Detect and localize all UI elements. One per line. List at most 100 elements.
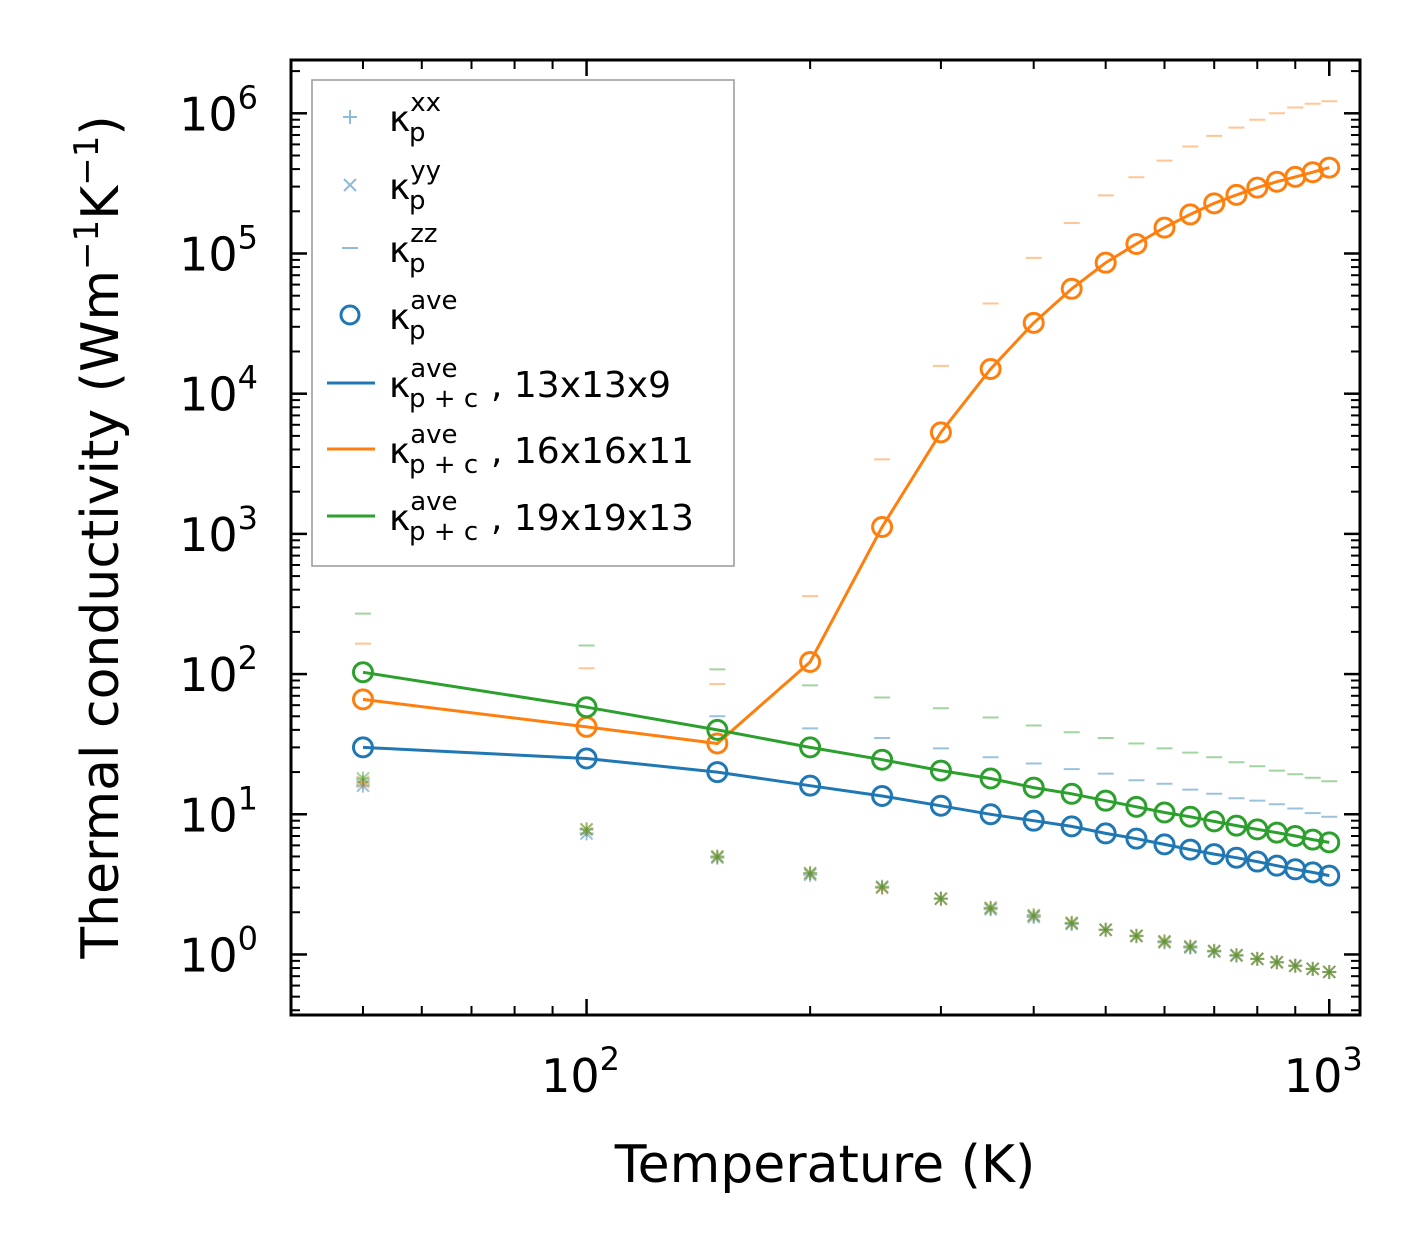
kappa-ave-point <box>979 358 1002 381</box>
kappa-yy-point <box>1250 952 1264 966</box>
kappa-yy-point <box>1157 934 1172 949</box>
y-tick-label: 100 <box>179 919 258 982</box>
kappa-ave-point <box>1225 846 1248 869</box>
y-axis-label-sup2: −1 <box>67 136 107 186</box>
kappa-xx-point <box>1229 948 1244 963</box>
kappa-yy-point <box>1270 955 1284 969</box>
legend-box <box>311 79 735 567</box>
kappa-ave-point <box>1179 203 1202 226</box>
kappa-xx-point <box>579 822 594 837</box>
kappa-ave-point <box>1060 277 1083 300</box>
kappa-xx-point <box>579 826 594 841</box>
kappa-ave-point <box>1301 861 1324 884</box>
kappa-xx-point <box>875 880 890 895</box>
legend-suffix: , 19x19x13 <box>491 498 694 539</box>
kappa-xx-point <box>710 850 725 865</box>
kappa-xx-point <box>1322 964 1337 979</box>
kappa-ave-point <box>1179 805 1202 828</box>
kappa-xx-point <box>983 900 998 915</box>
kappa-xx-point <box>1229 948 1244 963</box>
x-tick-label: 102 <box>541 1040 620 1103</box>
legend-label: κxx <box>389 88 441 140</box>
kappa-yy-point <box>1306 962 1320 976</box>
kappa-xx-point <box>1269 955 1284 970</box>
kappa-yy-point <box>803 868 817 882</box>
kappa-xx-point <box>1098 922 1113 937</box>
legend-symbol: κ <box>389 431 410 472</box>
kappa-xx-point <box>1026 910 1041 925</box>
kappa-yy-point <box>1183 939 1198 954</box>
kappa-ave-point <box>1225 183 1248 206</box>
legend-symbol: κ <box>389 99 410 140</box>
kappa-xx-point <box>1322 964 1337 979</box>
kappa-xx-point <box>1129 928 1144 943</box>
kappa-xx-point <box>1183 939 1198 954</box>
legend-label: κyy <box>389 156 441 208</box>
legend-symbol: κ <box>389 230 410 271</box>
x-tick-label-exp: 2 <box>600 1040 620 1078</box>
kappa-yy-point <box>1129 929 1144 943</box>
kappa-xx-point <box>1305 961 1320 976</box>
kappa-xx-point <box>1305 961 1320 976</box>
kappa-ave-point <box>1022 776 1045 799</box>
kappa-yy-point <box>1098 923 1113 937</box>
legend-symbol: κ <box>389 365 410 406</box>
legend-subscript: p <box>409 186 426 216</box>
y-tick-label: 102 <box>179 639 258 702</box>
kappa-yy-point <box>875 879 889 894</box>
kappa-xx-point <box>1064 915 1079 930</box>
legend-superscript: yy <box>410 156 441 186</box>
kappa-yy-point <box>356 778 370 793</box>
kappa-ave-point <box>351 688 374 711</box>
y-tick-label-base: 10 <box>179 648 238 702</box>
kappa-yy-point <box>983 902 998 916</box>
kappa-yy-point <box>710 849 725 864</box>
legend-symbol: κ <box>389 167 410 208</box>
legend-superscript: ave <box>410 354 457 384</box>
legend-suffix: , 16x16x11 <box>491 431 694 472</box>
kappa-yy-point <box>934 891 948 906</box>
legend-symbol: κ <box>389 498 410 539</box>
kappa-xx-point <box>1288 958 1303 973</box>
kappa-yy-point <box>875 880 889 895</box>
kappa-yy-point <box>1288 959 1302 973</box>
kappa-xx-point <box>933 891 948 906</box>
kappa-ave-point <box>1125 827 1148 850</box>
y-tick-label: 105 <box>179 218 258 281</box>
kappa-ave-point <box>1225 814 1248 837</box>
kappa-xx-point <box>983 900 998 915</box>
kappa-xx-point <box>1250 951 1265 966</box>
legend-label: κzz <box>389 219 438 271</box>
kappa-ave-point <box>799 774 822 797</box>
y-tick-label-base: 10 <box>179 227 238 281</box>
y-tick-label-exp: 0 <box>238 919 258 957</box>
legend-plus-swatch <box>343 110 357 124</box>
kappa-pc-ave-line <box>362 166 1330 746</box>
kappa-ave-point <box>1246 176 1269 199</box>
series-16x16x11 <box>351 100 1341 979</box>
kappa-xx-point <box>1129 928 1144 943</box>
y-axis-label-main: Thermal conductivity (Wm <box>71 270 131 960</box>
legend-x-swatch <box>343 178 357 192</box>
kappa-xx-point <box>933 891 948 906</box>
y-axis-label-sup1: −1 <box>67 220 107 270</box>
y-tick-label-exp: 5 <box>238 218 258 256</box>
kappa-xx-point <box>710 849 725 864</box>
kappa-xx-point <box>1250 951 1265 966</box>
kappa-yy-point <box>1064 916 1079 930</box>
kappa-ave-point <box>1094 789 1117 812</box>
y-tick-label-base: 10 <box>179 928 238 982</box>
kappa-yy-point <box>579 822 594 837</box>
kappa-ave-point <box>979 767 1002 790</box>
kappa-yy-point <box>1129 929 1144 943</box>
kappa-xx-point <box>1026 908 1041 923</box>
legend-label: κave <box>389 286 458 338</box>
kappa-yy-point <box>1288 959 1302 973</box>
y-tick-label-exp: 3 <box>238 499 258 537</box>
kappa-ave-point <box>1125 795 1148 818</box>
kappa-xx-point <box>1250 951 1265 966</box>
kappa-ave-point <box>1318 864 1341 887</box>
kappa-yy-point <box>934 891 948 906</box>
